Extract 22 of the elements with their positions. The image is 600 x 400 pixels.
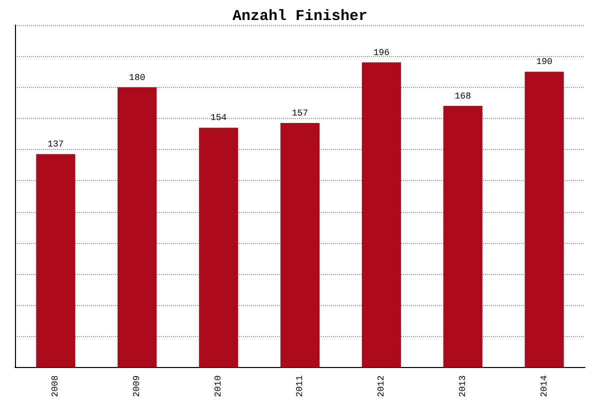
bar [199,128,238,368]
bar [443,106,482,368]
chart-title: Anzahl Finisher [232,8,368,25]
bar [280,123,320,368]
bar [524,72,564,368]
bar [362,62,401,368]
bar [36,154,76,368]
x-tick-label: 2009 [132,375,142,398]
data-label: 190 [536,57,552,68]
x-tick-label: 2010 [214,375,224,398]
data-label: 168 [454,91,471,102]
data-label: 196 [373,48,390,58]
x-tick-label: 2011 [295,375,305,398]
bar [118,87,157,368]
data-label: 154 [210,113,227,124]
x-tick-label: 2008 [50,375,61,398]
data-label: 157 [292,108,308,119]
x-tick-label: 2013 [458,375,468,398]
x-tick-label: 2014 [539,375,550,398]
x-tick-label: 2012 [376,375,386,398]
data-label: 180 [129,72,146,83]
data-label: 137 [48,140,64,150]
